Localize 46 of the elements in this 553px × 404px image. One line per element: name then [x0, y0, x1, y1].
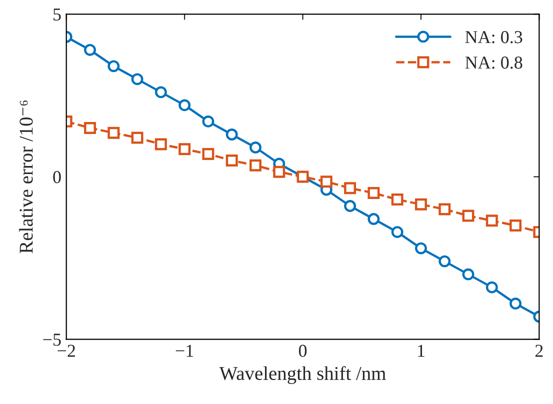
- y-tick-label: 5: [54, 8, 61, 21]
- point: [462, 210, 474, 222]
- point: [462, 268, 474, 280]
- x-tick-label: 0: [298, 344, 307, 357]
- x-tick-label: 1: [418, 344, 424, 357]
- point: [368, 187, 380, 199]
- point: [320, 176, 332, 188]
- point: [438, 203, 451, 216]
- point: [131, 132, 144, 144]
- point: [250, 159, 262, 172]
- point: [344, 200, 356, 212]
- point: [344, 182, 356, 194]
- point: [368, 213, 380, 225]
- legend-label: NA: 0.8: [465, 56, 522, 69]
- x-tick-label: 2: [535, 344, 543, 357]
- point: [415, 198, 427, 210]
- point: [273, 166, 286, 178]
- x-tick-label: −1: [176, 344, 194, 357]
- point: [486, 281, 498, 294]
- point: [391, 226, 404, 238]
- point: [108, 60, 120, 72]
- point: [391, 194, 404, 206]
- point: [202, 115, 214, 128]
- point: [250, 142, 262, 154]
- point: [108, 126, 120, 139]
- point: [84, 44, 96, 56]
- point: [131, 73, 144, 86]
- point: [154, 138, 167, 150]
- point: [84, 122, 96, 134]
- point: [486, 214, 498, 227]
- point: [510, 298, 522, 310]
- point: [415, 242, 427, 254]
- y-tick-label: 0: [53, 171, 61, 184]
- x-axis-title: Wavelength shift /nm: [219, 366, 386, 384]
- point: [226, 128, 238, 140]
- point: [178, 143, 191, 156]
- y-tick-label: −5: [43, 334, 61, 346]
- y-axis-title: Relative error /10⁻⁶: [19, 100, 33, 254]
- point: [438, 255, 451, 268]
- x-tick-label: −2: [58, 344, 75, 357]
- legend-label: NA: 0.3: [465, 31, 522, 44]
- point: [178, 99, 191, 112]
- point: [154, 86, 167, 98]
- point: [510, 220, 522, 232]
- point: [226, 154, 238, 166]
- point: [202, 148, 214, 160]
